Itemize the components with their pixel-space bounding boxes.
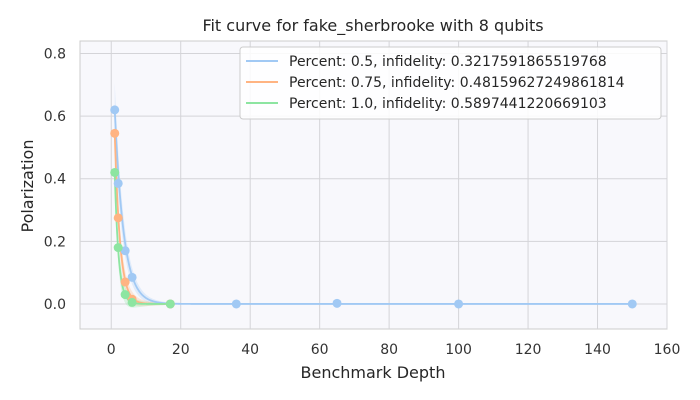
y-tick-label: 0.6 bbox=[44, 109, 66, 125]
x-tick-label: 120 bbox=[515, 342, 542, 358]
x-tick-label: 160 bbox=[654, 342, 681, 358]
data-point bbox=[110, 167, 120, 177]
data-point bbox=[454, 299, 464, 309]
data-point bbox=[113, 213, 123, 223]
x-tick-label: 100 bbox=[445, 342, 472, 358]
data-point bbox=[110, 128, 120, 138]
data-point bbox=[113, 243, 123, 253]
data-point bbox=[127, 272, 137, 282]
legend-entry: Percent: 0.5, infidelity: 0.321759186551… bbox=[289, 54, 607, 70]
data-point bbox=[120, 290, 130, 300]
x-tick-label: 40 bbox=[241, 342, 259, 358]
x-tick-label: 20 bbox=[172, 342, 190, 358]
x-axis-label: Benchmark Depth bbox=[301, 363, 446, 382]
y-tick-label: 0.0 bbox=[44, 297, 66, 313]
data-point bbox=[165, 299, 175, 309]
legend: Percent: 0.5, infidelity: 0.321759186551… bbox=[239, 46, 662, 120]
data-point bbox=[231, 299, 241, 309]
y-tick-labels: 0.0 0.2 0.4 0.6 0.8 bbox=[44, 47, 66, 313]
data-point bbox=[332, 298, 342, 308]
data-point bbox=[120, 246, 130, 256]
y-tick-label: 0.2 bbox=[44, 234, 66, 250]
x-tick-label: 0 bbox=[107, 342, 116, 358]
x-tick-labels: 0 20 40 60 80 100 120 140 160 bbox=[107, 342, 681, 358]
data-point bbox=[113, 178, 123, 188]
x-tick-label: 60 bbox=[311, 342, 329, 358]
data-points bbox=[110, 105, 637, 309]
y-axis-label: Polarization bbox=[18, 140, 37, 233]
data-point bbox=[120, 277, 130, 287]
fit-curve bbox=[113, 109, 633, 305]
y-tick-label: 0.8 bbox=[44, 47, 66, 63]
legend-entry: Percent: 1.0, infidelity: 0.589744122066… bbox=[289, 96, 607, 112]
data-point bbox=[127, 297, 137, 307]
x-tick-label: 140 bbox=[584, 342, 611, 358]
legend-box bbox=[239, 46, 662, 120]
data-point bbox=[110, 105, 120, 115]
data-point bbox=[627, 299, 637, 309]
legend-entry: Percent: 0.75, infidelity: 0.48159627249… bbox=[289, 75, 625, 91]
x-tick-label: 80 bbox=[380, 342, 398, 358]
y-tick-label: 0.4 bbox=[44, 172, 66, 188]
chart-title: Fit curve for fake_sherbrooke with 8 qub… bbox=[202, 16, 543, 36]
